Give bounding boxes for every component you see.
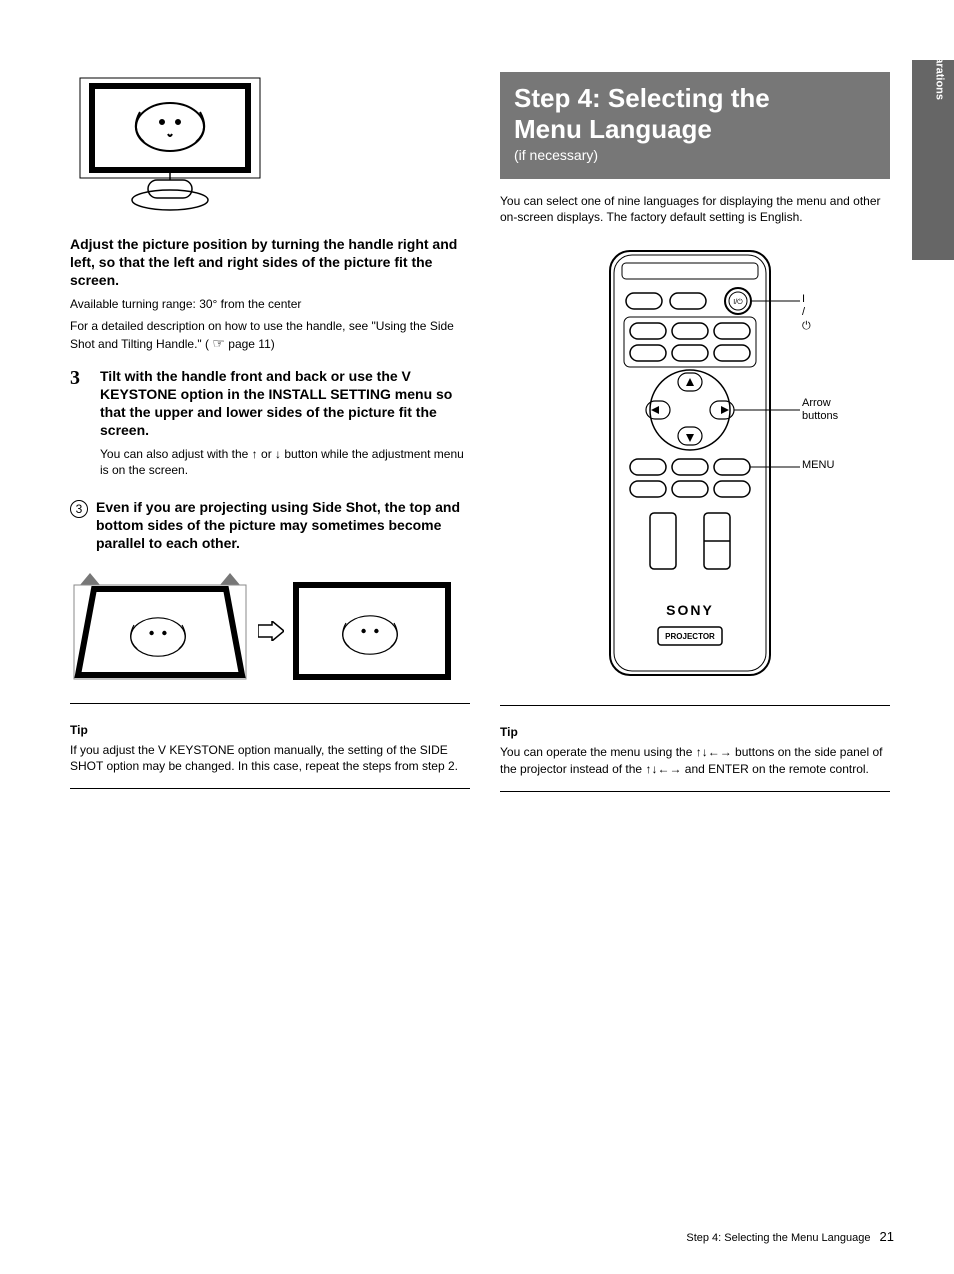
right-column: Step 4: Selecting the Menu Language (if …: [500, 72, 890, 802]
step-number-3: 3: [70, 367, 92, 484]
remote-illustration: I/⏻: [500, 245, 890, 685]
step2-body: Adjust the picture position by turning t…: [70, 235, 470, 290]
details-page: page 11): [228, 337, 274, 351]
callout-menu: MENU: [802, 459, 834, 472]
screen-illustration: [70, 72, 290, 222]
footer: Step 4: Selecting the Menu Language 21: [686, 1229, 894, 1244]
tip-heading-right: Tip: [500, 724, 890, 740]
trapezoid-before: [70, 571, 250, 691]
page-ref-icon: ☞: [212, 335, 225, 351]
tip-body: If you adjust the V KEYSTONE option manu…: [70, 742, 470, 774]
down-arrow-icon: ↓: [275, 447, 281, 461]
keystone-illustration: [70, 571, 470, 691]
divider-2: [70, 788, 470, 789]
circ3-lead: Even if you are projecting using Side Sh…: [96, 498, 470, 553]
footer-label: Step 4: Selecting the Menu Language: [686, 1232, 870, 1244]
tip-r-1: You can operate the menu using the: [500, 745, 696, 759]
brand-text: SONY: [666, 602, 714, 618]
callout-arrows: Arrow buttons: [802, 397, 846, 423]
divider-r1: [500, 705, 890, 706]
section-tab-label: Connections and Preparations: [934, 0, 946, 100]
page: Connections and Preparations Adjust the …: [0, 0, 954, 1274]
section-heading: Step 4: Selecting the Menu Language (if …: [500, 72, 890, 179]
arrows-icon-2: ↑↓←→: [645, 762, 681, 776]
step-circ3: 3 Even if you are projecting using Side …: [70, 498, 470, 559]
step-3: 3 Tilt with the handle front and back or…: [70, 367, 470, 484]
step3-arrow-note: You can also adjust with the ↑ or ↓ butt…: [100, 446, 470, 478]
intro-text: You can select one of nine languages for…: [500, 193, 890, 225]
details-ref: For a detailed description on how to use…: [70, 318, 470, 353]
step3-mid: or: [261, 447, 275, 461]
heading-line1: Step 4: Selecting the: [514, 84, 876, 114]
callout-power-text: I /: [802, 293, 805, 318]
standby-icon: ⏻: [802, 320, 811, 332]
callout-power: I / ⏻: [802, 293, 811, 333]
heading-line2: Menu Language: [514, 114, 712, 144]
left-column: Adjust the picture position by turning t…: [70, 72, 470, 799]
heading-paren: if necessary): [519, 147, 598, 163]
svg-text:I/⏻: I/⏻: [733, 298, 743, 306]
up-arrow-icon: ↑: [252, 447, 258, 461]
available-range: Available turning range: 30° from the ce…: [70, 296, 470, 312]
tip-heading: Tip: [70, 722, 470, 738]
arrow-right-icon: [258, 621, 284, 641]
tip-body-right: You can operate the menu using the ↑↓←→ …: [500, 744, 890, 776]
tip-r-3: and ENTER on the remote control.: [685, 762, 869, 776]
step-number-circ3: 3: [70, 500, 88, 518]
arrows-icon-1: ↑↓←→: [696, 745, 732, 759]
projector-label: PROJECTOR: [665, 632, 715, 641]
step3-prefix: You can also adjust with the: [100, 447, 252, 461]
divider: [70, 703, 470, 704]
page-number: 21: [880, 1229, 894, 1244]
rect-after: [292, 581, 452, 681]
divider-r2: [500, 791, 890, 792]
step3-lead: Tilt with the handle front and back or u…: [100, 367, 470, 440]
